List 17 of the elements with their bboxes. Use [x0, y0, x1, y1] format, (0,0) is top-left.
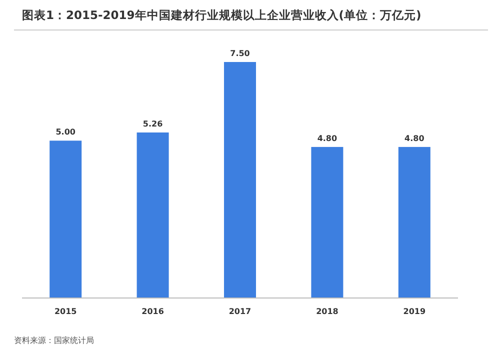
x-tick-label: 2015	[54, 307, 78, 316]
data-label: 4.80	[317, 134, 338, 143]
bar	[50, 140, 82, 298]
text: 资料来源：国家统计局	[14, 336, 94, 345]
data-label: 4.80	[404, 134, 425, 143]
data-label: 5.00	[56, 128, 76, 137]
data-label: 7.50	[230, 49, 250, 58]
x-tick-label: 2017	[228, 307, 252, 316]
x-tick-label: 2019	[403, 307, 426, 316]
x-tick-label: 2016	[142, 307, 164, 316]
bar	[311, 146, 344, 298]
data-label: 5.26	[142, 119, 164, 128]
bar	[224, 62, 256, 298]
chart-title: 图表1：2015-2019年中国建材行业规模以上企业营业收入(单位：万亿元)	[22, 8, 422, 22]
x-tick-label: 2018	[316, 307, 339, 316]
bar	[136, 132, 169, 298]
bar	[398, 146, 430, 298]
